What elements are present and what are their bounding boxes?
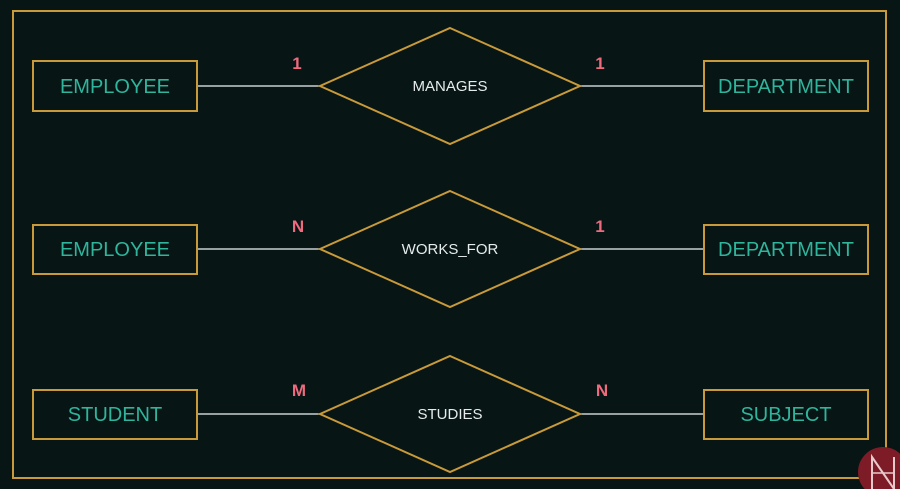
relationship-row-manages: EMPLOYEE MANAGES DEPARTMENT 1 1: [32, 26, 869, 146]
cardinality-left: M: [292, 381, 306, 400]
entity-box-right[interactable]: [703, 60, 869, 112]
entity-label-right: DEPARTMENT: [718, 76, 854, 98]
entity-box-left[interactable]: [32, 389, 198, 440]
relationship-row-studies: STUDENT STUDIES SUBJECT M N: [32, 354, 869, 474]
relationship-diamond[interactable]: [317, 189, 583, 309]
relationship-diamond[interactable]: [317, 26, 583, 146]
entity-box-right[interactable]: [703, 224, 869, 275]
entity-box-right[interactable]: [703, 389, 869, 440]
relationship-label: STUDIES: [417, 406, 482, 423]
relationship-label: MANAGES: [412, 78, 487, 95]
cardinality-right: N: [596, 381, 608, 400]
logo-badge-icon: [858, 447, 900, 489]
entity-label-left: EMPLOYEE: [60, 239, 170, 261]
entity-label-right: SUBJECT: [740, 404, 831, 426]
cardinality-right: 1: [595, 54, 604, 73]
relationship-label: WORKS_FOR: [402, 241, 499, 258]
relationship-row-works-for: EMPLOYEE WORKS_FOR DEPARTMENT N 1: [32, 189, 869, 309]
entity-label-left: EMPLOYEE: [60, 76, 170, 98]
entity-box-left[interactable]: [32, 60, 198, 112]
cardinality-left: N: [292, 217, 304, 236]
cardinality-left: 1: [292, 54, 301, 73]
diagram-frame: [12, 10, 887, 479]
cardinality-right: 1: [595, 217, 604, 236]
entity-label-left: STUDENT: [68, 404, 162, 426]
entity-label-right: DEPARTMENT: [718, 239, 854, 261]
relationship-diamond[interactable]: [317, 354, 583, 474]
entity-box-left[interactable]: [32, 224, 198, 275]
